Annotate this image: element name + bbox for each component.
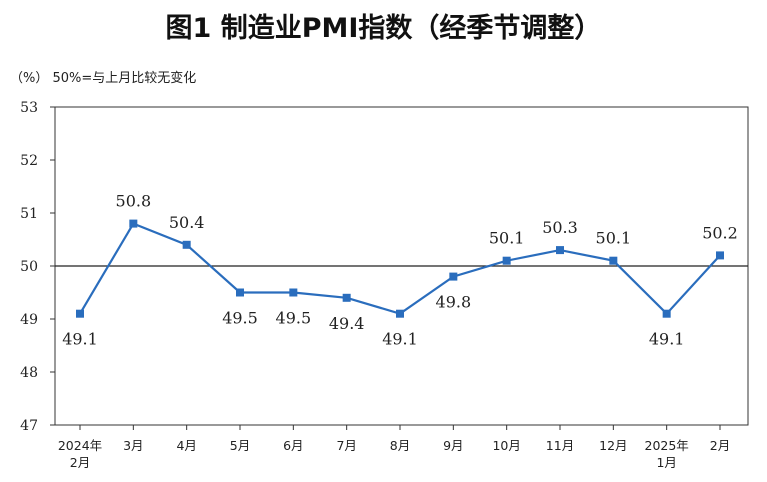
data-label: 49.4 xyxy=(329,314,365,333)
x-tick-label: 2024年 xyxy=(58,438,102,453)
x-tick-label: 2月 xyxy=(710,438,730,453)
data-point-marker xyxy=(502,256,511,265)
data-label: 50.4 xyxy=(169,213,205,232)
x-tick-label: 7月 xyxy=(336,438,356,453)
x-tick-label: 3月 xyxy=(123,438,143,453)
y-tick-label: 48 xyxy=(20,365,38,381)
data-label: 49.5 xyxy=(222,309,258,328)
x-tick-label: 2025年 xyxy=(645,438,689,453)
x-tick-label: 10月 xyxy=(492,438,520,453)
y-tick-label: 49 xyxy=(20,312,38,328)
data-point-marker xyxy=(342,293,351,302)
data-label: 49.8 xyxy=(436,293,472,312)
data-label: 50.3 xyxy=(542,218,578,237)
data-point-marker xyxy=(76,309,84,318)
data-point-marker xyxy=(396,309,404,318)
x-tick-label: 11月 xyxy=(546,438,574,453)
y-tick-label: 52 xyxy=(20,153,38,169)
chart-title: 图1 制造业PMI指数（经季节调整） xyxy=(165,13,602,44)
data-point-marker xyxy=(289,288,298,297)
data-point-marker xyxy=(662,309,671,318)
x-tick-label: 6月 xyxy=(283,438,303,453)
x-tick-label: 12月 xyxy=(599,438,627,453)
y-tick-label: 53 xyxy=(20,100,38,116)
data-point-marker xyxy=(556,246,564,255)
x-tick-label: 5月 xyxy=(230,438,250,453)
y-tick-label: 51 xyxy=(20,206,38,222)
data-label: 50.8 xyxy=(116,192,152,211)
data-point-marker xyxy=(129,219,138,228)
data-point-marker xyxy=(449,272,458,281)
data-point-marker xyxy=(716,251,724,260)
x-tick-label: 4月 xyxy=(176,438,196,453)
unit-note: （%） 50%=与上月比较无变化 xyxy=(10,71,197,86)
y-tick-label: 47 xyxy=(20,418,38,434)
x-tick-label: 8月 xyxy=(390,438,410,453)
data-label: 49.1 xyxy=(62,330,98,349)
y-tick-label: 50 xyxy=(20,259,38,275)
data-point-marker xyxy=(182,240,191,249)
data-label: 50.2 xyxy=(702,223,738,242)
data-label: 50.1 xyxy=(489,229,525,248)
data-point-marker xyxy=(609,256,618,265)
x-tick-label: 1月 xyxy=(656,455,676,470)
x-tick-label: 2月 xyxy=(70,455,90,470)
data-label: 50.1 xyxy=(596,229,632,248)
data-label: 49.1 xyxy=(382,330,418,349)
x-tick-label: 9月 xyxy=(443,438,463,453)
data-point-marker xyxy=(236,288,244,297)
data-label: 49.1 xyxy=(649,330,685,349)
data-label: 49.5 xyxy=(276,309,312,328)
